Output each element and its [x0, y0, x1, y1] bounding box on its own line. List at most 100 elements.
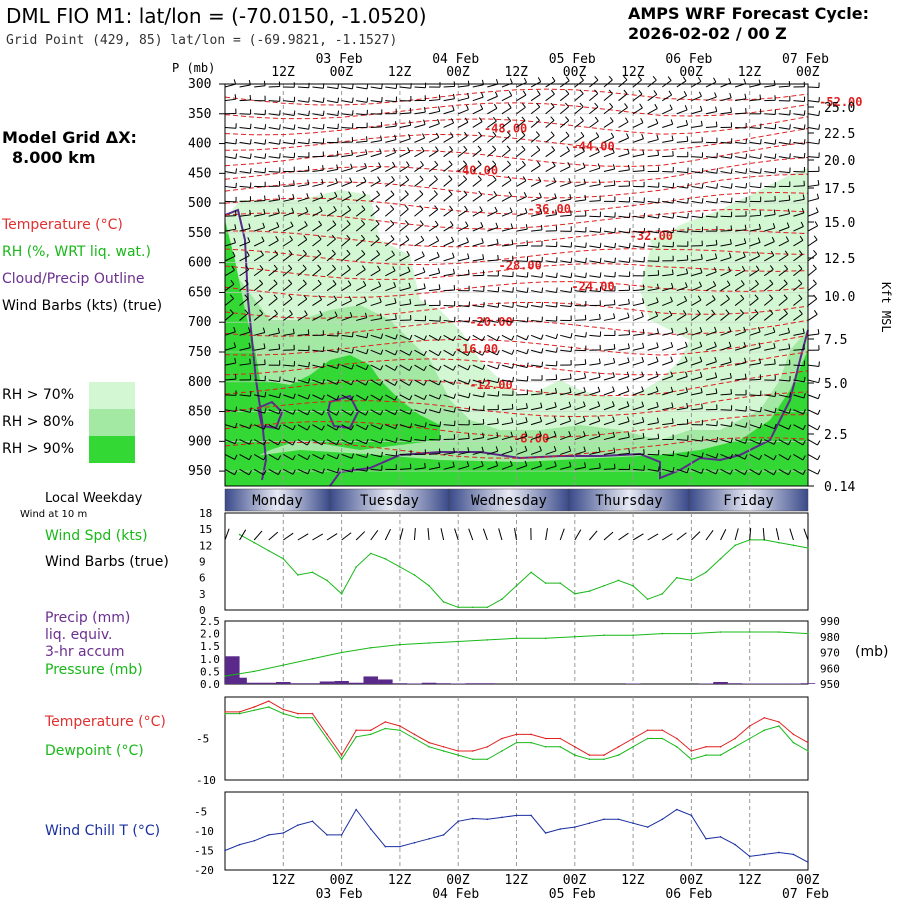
wind-barb-shaft — [414, 86, 426, 89]
wind-barb-feather — [263, 424, 267, 430]
wind-barb-feather — [583, 446, 586, 452]
wind-barb — [443, 205, 453, 217]
wind-barb — [239, 251, 250, 262]
wind-barb — [458, 461, 470, 470]
wind-barb-shaft — [764, 439, 775, 445]
wind-barb-feather — [497, 302, 500, 308]
wind-barb-shaft — [632, 122, 644, 128]
wind-barb-shaft — [632, 390, 644, 396]
wind-barb-shaft — [574, 93, 584, 102]
wind-barb — [662, 150, 674, 158]
wind-barb-shaft — [735, 424, 746, 428]
wind-barb — [632, 342, 645, 351]
wind-barb-shaft — [793, 439, 804, 446]
wind-barb — [560, 401, 572, 411]
wind-barb-feather — [817, 455, 821, 461]
wind-barb-shaft — [297, 298, 308, 306]
wind-barb-shaft — [487, 394, 499, 397]
wind-barb — [428, 94, 441, 102]
wind-barb — [545, 116, 555, 128]
wind-barb — [414, 334, 427, 341]
wind-barb-feather — [713, 77, 717, 83]
wind-barb — [283, 439, 296, 446]
wind-barb-shaft — [254, 141, 266, 145]
wind-barb-shaft — [385, 208, 395, 217]
temperature-line-point — [515, 733, 518, 736]
wind-barb-feather — [537, 161, 541, 166]
wind-chill-line-point — [617, 818, 620, 821]
wind-barb-feather — [568, 430, 572, 437]
wind-barb — [268, 424, 282, 430]
temperature-line-point — [792, 733, 795, 736]
wind-barb-feather — [248, 223, 251, 229]
wind-barb-shaft — [443, 273, 455, 277]
wind-barb — [807, 453, 821, 461]
wind-barb — [268, 194, 281, 202]
wind-barb — [472, 270, 485, 277]
wind-barb-shaft — [764, 141, 776, 145]
wind-chill-panel: -5-10-15-20 — [194, 791, 809, 877]
wind-barb-shaft — [793, 141, 805, 145]
wind-barb-shaft — [807, 453, 818, 461]
wind-barb — [545, 401, 557, 411]
wind-barb — [574, 431, 586, 441]
wind-barb — [428, 175, 438, 187]
wind-chill-line-point — [486, 818, 489, 821]
wind-barb-shaft — [778, 126, 790, 130]
wind-barb — [297, 361, 310, 368]
precip-bar — [407, 683, 422, 684]
wind-barb-shaft — [662, 332, 674, 336]
wind-barb-shaft — [370, 223, 380, 232]
wind-barb — [516, 256, 529, 262]
wind-barb-shaft — [443, 209, 453, 217]
precip-bar — [305, 683, 320, 684]
wind-barb-feather — [495, 446, 499, 452]
wind-barb — [589, 242, 602, 249]
wind-barb — [545, 161, 556, 172]
wind-barb-shaft — [720, 313, 730, 321]
wind-barb — [589, 286, 602, 293]
wind-barb-shaft — [326, 155, 339, 158]
wind-barb-shaft — [662, 108, 673, 115]
wind-barb-shaft — [472, 409, 484, 412]
wind-barb — [807, 235, 818, 247]
wind-barb — [662, 327, 674, 336]
wind-barb-feather — [817, 393, 821, 399]
wind-barb — [326, 331, 339, 337]
wind-barb-feather — [336, 150, 339, 156]
wind-barb — [472, 432, 485, 441]
wind-barb-shaft — [501, 305, 513, 308]
wind-barb — [487, 446, 499, 455]
wind-barb-shaft — [268, 332, 280, 336]
model-grid-label: Model Grid ΔX: — [2, 128, 137, 147]
wind-barb — [297, 453, 311, 461]
wind-speed-line-point — [574, 593, 576, 595]
wind-barb-feather — [687, 451, 689, 457]
wind-barb-feather — [597, 431, 601, 437]
wind-barb-shaft — [807, 439, 818, 446]
wind-barb-shaft — [254, 85, 266, 88]
wind-barb-shaft — [749, 468, 760, 476]
wind-barb — [793, 376, 806, 383]
wind-barb — [647, 103, 658, 115]
pressure-line-point — [486, 639, 489, 641]
wind-barb-shaft — [676, 230, 688, 233]
wind-barb-shaft — [326, 253, 336, 262]
wind-barb-feather — [336, 379, 340, 385]
wind-barb — [239, 139, 252, 145]
wind-barb-feather — [423, 119, 426, 125]
wind-barb — [312, 110, 325, 117]
wind-barb-shaft — [618, 405, 630, 411]
wind-barb — [224, 251, 236, 262]
wind-barb — [283, 409, 296, 415]
dewpoint-line-point — [442, 750, 445, 752]
wind-barb-shaft — [312, 238, 322, 247]
surface-barb-shaft — [312, 533, 324, 541]
wind-barb-feather — [435, 132, 440, 138]
wind-barb-shaft — [662, 273, 674, 277]
wind-barb — [720, 78, 732, 88]
wind-barb — [341, 409, 354, 416]
wind-barb-shaft — [530, 196, 542, 202]
wind-barb-feather — [348, 296, 352, 301]
wind-barb-shaft — [705, 331, 717, 336]
